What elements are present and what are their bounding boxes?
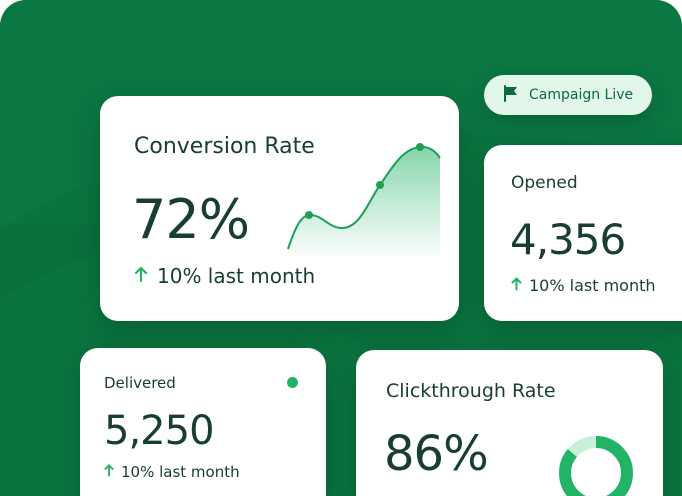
opened-delta: 10% last month — [510, 276, 656, 295]
opened-value: 4,356 — [510, 215, 626, 264]
delivered-value: 5,250 — [104, 408, 215, 454]
clickthrough-rate-card[interactable]: Clickthrough Rate 86% — [356, 350, 663, 496]
status-dot — [287, 377, 298, 388]
delivered-title: Delivered — [104, 374, 176, 392]
donut-arc — [559, 436, 633, 496]
arrow-up-icon — [510, 276, 523, 295]
conversion-rate-value: 72% — [132, 188, 250, 251]
sparkline-point — [416, 143, 424, 151]
clickthrough-rate-value: 86% — [384, 426, 489, 482]
sparkline-point — [376, 181, 384, 189]
sparkline-point — [305, 211, 313, 219]
campaign-live-badge[interactable]: Campaign Live — [484, 75, 652, 115]
delivered-delta: 10% last month — [103, 463, 240, 481]
delivered-delta-text: 10% last month — [121, 463, 240, 481]
conversion-rate-title: Conversion Rate — [134, 134, 315, 159]
clickthrough-rate-title: Clickthrough Rate — [386, 380, 556, 402]
delivered-card[interactable]: Delivered 5,250 10% last month — [80, 348, 326, 496]
arrow-up-icon — [103, 463, 115, 481]
conversion-rate-delta: 10% last month — [133, 264, 315, 288]
campaign-live-label: Campaign Live — [529, 87, 634, 103]
conversion-rate-card[interactable]: Conversion Rate 72% 10% last month — [100, 96, 459, 321]
opened-delta-text: 10% last month — [529, 276, 656, 295]
clickthrough-donut — [559, 436, 633, 496]
opened-title: Opened — [511, 173, 578, 193]
conversion-sparkline — [287, 143, 441, 256]
conversion-rate-delta-text: 10% last month — [157, 264, 316, 288]
arrow-up-icon — [133, 264, 149, 288]
flag-icon — [502, 84, 520, 106]
opened-card[interactable]: Opened 4,356 10% last month — [484, 145, 682, 321]
